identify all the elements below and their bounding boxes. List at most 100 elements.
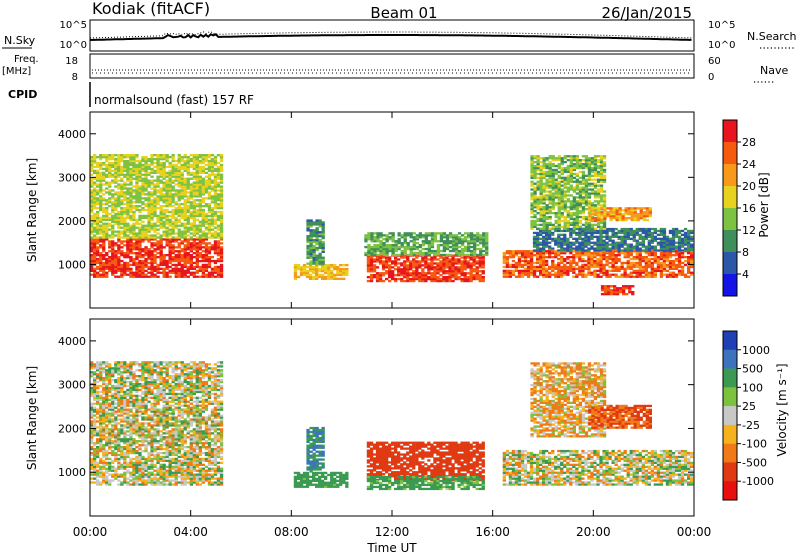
echo-cell <box>147 171 151 174</box>
echo-cell <box>439 238 444 241</box>
echo-cell <box>318 252 322 255</box>
echo-cell <box>150 224 154 227</box>
echo-cell <box>126 236 130 239</box>
echo-cell <box>189 212 193 216</box>
echo-cell <box>557 221 561 225</box>
echo-cell <box>373 232 377 235</box>
echo-cell <box>177 269 181 272</box>
echo-cell <box>665 257 670 261</box>
echo-cell <box>123 236 127 239</box>
echo-cell <box>617 235 621 238</box>
echo-cell <box>117 191 121 194</box>
echo-cell <box>207 179 212 182</box>
echo-cell <box>566 241 570 244</box>
echo-cell <box>90 195 94 198</box>
echo-cell <box>427 272 431 275</box>
echo-cell <box>366 279 371 283</box>
echo-cell <box>644 271 648 274</box>
echo-cell <box>421 234 425 237</box>
echo-cell <box>400 270 404 273</box>
echo-cell <box>144 234 148 237</box>
echo-cell <box>108 256 112 259</box>
echo-cell <box>674 235 679 238</box>
echo-cell <box>502 273 506 276</box>
echo-cell <box>674 229 679 233</box>
echo-cell <box>370 240 374 243</box>
echo-cell <box>168 195 172 198</box>
echo-cell <box>201 183 205 186</box>
echo-cell <box>159 224 163 227</box>
echo-cell <box>219 212 224 216</box>
echo-cell <box>608 247 612 250</box>
echo-cell <box>210 187 215 190</box>
echo-cell <box>144 269 148 272</box>
echo-cell <box>608 252 612 255</box>
echo-cell <box>117 263 121 267</box>
echo-cell <box>587 237 591 240</box>
echo-cell <box>210 161 215 165</box>
echo-cell <box>575 206 579 209</box>
echo-cell <box>99 252 103 255</box>
echo-cell <box>147 275 151 278</box>
echo-cell <box>108 197 112 200</box>
echo-cell <box>90 250 94 253</box>
echo-cell <box>403 249 407 253</box>
echo-cell <box>171 236 175 239</box>
echo-cell <box>608 269 612 272</box>
echo-cell <box>120 185 124 188</box>
echo-cell <box>132 159 136 163</box>
echo-cell <box>96 275 100 278</box>
echo-cell <box>213 240 218 243</box>
echo-cell <box>581 265 585 269</box>
echo-cell <box>144 259 148 263</box>
echo-cell <box>165 238 169 241</box>
echo-cell <box>542 241 546 244</box>
echo-cell <box>581 212 586 215</box>
echo-cell <box>581 174 586 177</box>
echo-cell <box>174 173 178 176</box>
echo-cell <box>312 235 316 238</box>
echo-cell <box>189 273 193 276</box>
echo-cell <box>308 277 313 280</box>
echo-cell <box>650 239 654 242</box>
echo-cell <box>183 252 187 255</box>
echo-cell <box>650 261 654 265</box>
echo-cell <box>511 269 516 272</box>
echo-cell <box>177 169 181 172</box>
echo-cell <box>192 267 196 270</box>
echo-cell <box>403 264 407 267</box>
echo-cell <box>204 228 209 231</box>
echo-cell <box>370 253 374 257</box>
echo-cell <box>204 159 209 163</box>
echo-cell <box>201 254 205 257</box>
echo-cell <box>442 277 446 281</box>
echo-cell <box>213 242 218 245</box>
echo-cell <box>418 277 422 281</box>
echo-cell <box>305 275 310 279</box>
echo-cell <box>394 260 398 263</box>
echo-cell <box>530 196 534 199</box>
echo-cell <box>195 226 199 229</box>
echo-cell <box>93 269 97 272</box>
echo-cell <box>135 201 139 204</box>
echo-cell <box>460 274 464 277</box>
echo-cell <box>596 269 600 272</box>
echo-cell <box>99 220 103 223</box>
echo-cell <box>165 210 169 214</box>
echo-cell <box>213 214 218 218</box>
echo-cell <box>90 261 94 265</box>
echo-cell <box>659 265 664 269</box>
echo-cell <box>153 197 157 200</box>
echo-cell <box>557 213 561 217</box>
echo-cell <box>111 193 115 196</box>
echo-cell <box>141 163 145 167</box>
echo-cell <box>372 270 377 273</box>
echo-cell <box>198 242 202 245</box>
echo-cell <box>548 198 552 201</box>
echo-cell <box>168 210 172 214</box>
echo-cell <box>608 254 612 257</box>
echo-cell <box>647 257 651 261</box>
echo-cell <box>457 238 462 241</box>
echo-cell <box>183 154 187 157</box>
echo-cell <box>608 227 612 231</box>
